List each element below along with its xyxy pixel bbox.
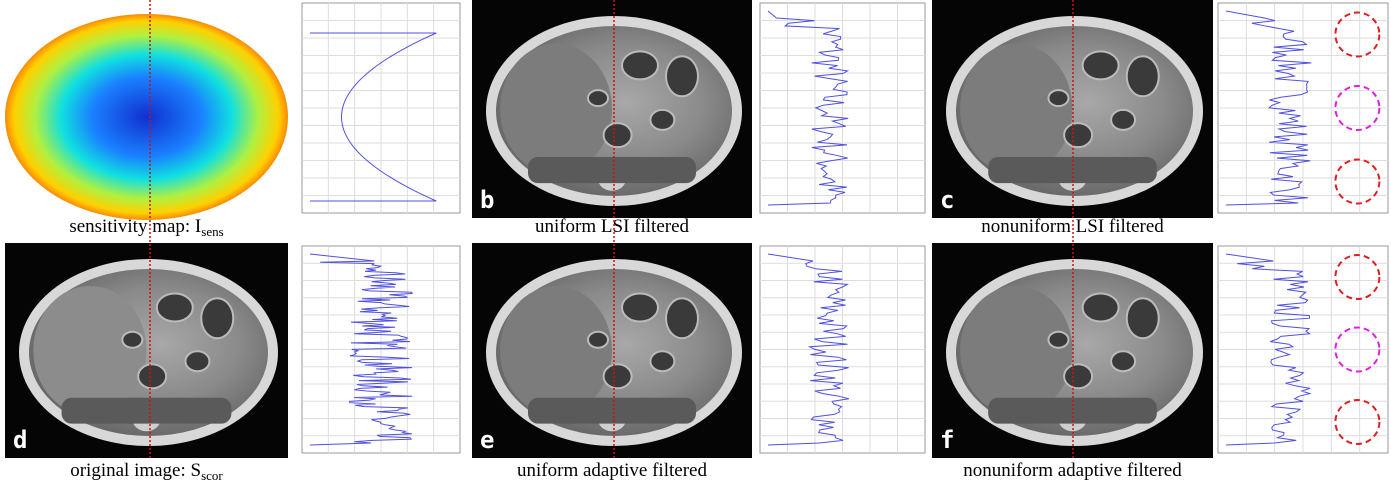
profile-curve <box>767 10 850 206</box>
profile-curve <box>1225 10 1312 206</box>
caption-subscript: sens <box>201 224 223 239</box>
caption: original image: Sscor <box>70 460 223 483</box>
panel-letter: c <box>940 186 954 214</box>
organ <box>649 108 676 131</box>
organ <box>1047 89 1070 108</box>
caption: nonuniform adaptive filtered <box>963 460 1182 481</box>
caption-text: sensitivity map: I <box>69 216 201 237</box>
organ <box>587 89 609 108</box>
profile-curve <box>1225 253 1312 446</box>
back-muscle <box>988 156 1157 184</box>
highlight-circle <box>1334 11 1381 58</box>
caption-text: nonuniform adaptive filtered <box>963 460 1182 481</box>
back-muscle <box>528 397 696 424</box>
organ <box>1063 363 1094 390</box>
highlight-circle <box>1334 326 1381 373</box>
sensitivity-map <box>5 14 288 220</box>
organ <box>1110 108 1137 131</box>
organ <box>200 297 235 340</box>
caption-text: nonuniform LSI filtered <box>981 216 1164 237</box>
highlight-circle <box>1334 85 1381 131</box>
organ <box>621 50 659 81</box>
caption-text: uniform adaptive filtered <box>517 460 707 481</box>
caption: uniform adaptive filtered <box>517 460 707 481</box>
highlight-circle <box>1334 254 1381 301</box>
panel-letter: f <box>940 426 954 454</box>
organ <box>665 297 699 340</box>
back-muscle <box>61 397 232 424</box>
caption: uniform LSI filtered <box>535 216 690 237</box>
highlight-circle <box>1334 158 1381 205</box>
highlight-circle <box>1334 398 1381 445</box>
organ <box>649 350 676 373</box>
profile-curve <box>309 253 413 446</box>
organ <box>121 330 144 349</box>
back-muscle <box>988 397 1157 424</box>
organ <box>184 350 211 373</box>
panel-letter: b <box>480 186 494 214</box>
organ <box>1047 330 1070 349</box>
organ <box>155 292 194 323</box>
caption: nonuniform LSI filtered <box>981 216 1164 237</box>
organ <box>137 363 168 390</box>
caption: sensitivity map: Isens <box>69 216 223 239</box>
organ <box>1081 50 1120 81</box>
panel-letter: d <box>13 426 27 454</box>
organ <box>602 122 633 149</box>
organ <box>621 292 659 323</box>
organ <box>1063 122 1094 149</box>
organ <box>602 363 633 390</box>
liver <box>33 286 147 415</box>
panel-letter: a <box>13 186 27 214</box>
organ <box>1081 292 1120 323</box>
liver <box>960 286 1073 415</box>
liver <box>960 43 1073 175</box>
organ <box>1110 350 1137 373</box>
profile-curve <box>310 32 437 202</box>
liver <box>500 43 612 175</box>
organ <box>665 55 699 98</box>
caption-subscript: scor <box>201 468 223 483</box>
organ <box>587 330 609 349</box>
organ <box>1125 55 1160 98</box>
panel-letter: e <box>480 426 494 454</box>
profile-curve <box>767 253 850 446</box>
back-muscle <box>528 156 696 184</box>
organ <box>1125 297 1160 340</box>
caption-text: original image: S <box>70 460 201 481</box>
liver <box>500 286 612 415</box>
caption-text: uniform LSI filtered <box>535 216 690 237</box>
